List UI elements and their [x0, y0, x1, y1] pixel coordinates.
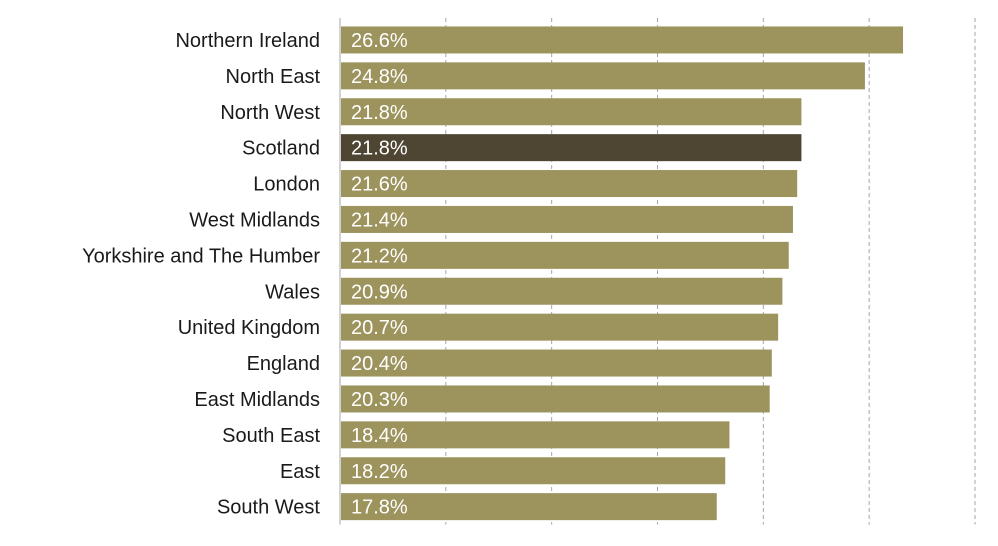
value-label: 21.4% [351, 209, 408, 231]
category-label: London [253, 174, 320, 196]
value-label: 26.6% [351, 30, 408, 52]
value-label: 17.8% [351, 497, 408, 519]
category-label: United Kingdom [178, 317, 320, 339]
bar [341, 385, 770, 413]
value-label: 20.4% [351, 353, 408, 375]
bar [341, 313, 779, 341]
value-label: 20.3% [351, 389, 408, 411]
bar [341, 134, 802, 162]
value-label: 20.9% [351, 281, 408, 303]
category-label: England [247, 353, 320, 375]
category-label: North West [220, 102, 320, 124]
category-label: Scotland [242, 138, 320, 160]
category-label: Yorkshire and The Humber [82, 245, 320, 267]
value-label: 18.2% [351, 461, 408, 483]
bar [341, 241, 789, 269]
bar [341, 98, 802, 126]
category-label: North East [226, 66, 321, 88]
category-label: West Midlands [189, 209, 320, 231]
value-label: 21.8% [351, 138, 408, 160]
value-label: 21.8% [351, 102, 408, 124]
category-label: East Midlands [194, 389, 320, 411]
category-label: Northern Ireland [175, 30, 320, 52]
category-label: South West [217, 497, 320, 519]
bars [341, 26, 904, 521]
category-labels: Northern Ireland North East North West Scot… [82, 30, 320, 519]
bar [341, 457, 726, 485]
gridlines [445, 18, 976, 525]
bar [341, 421, 730, 449]
bar [341, 493, 717, 521]
category-label: East [280, 461, 320, 483]
bar [341, 62, 865, 90]
bar [341, 277, 783, 305]
bar [341, 26, 904, 54]
value-labels: 26.6% 24.8% 21.8% 21.8% 21.6% 21.4% 21.2% 20.9%… [351, 30, 408, 519]
bar [341, 205, 793, 233]
value-label: 18.4% [351, 425, 408, 447]
value-label: 20.7% [351, 317, 408, 339]
category-label: Wales [265, 281, 320, 303]
value-label: 21.2% [351, 245, 408, 267]
value-label: 24.8% [351, 66, 408, 88]
bar [341, 349, 772, 377]
value-label: 21.6% [351, 174, 408, 196]
bar [341, 170, 798, 198]
category-label: South East [222, 425, 320, 447]
